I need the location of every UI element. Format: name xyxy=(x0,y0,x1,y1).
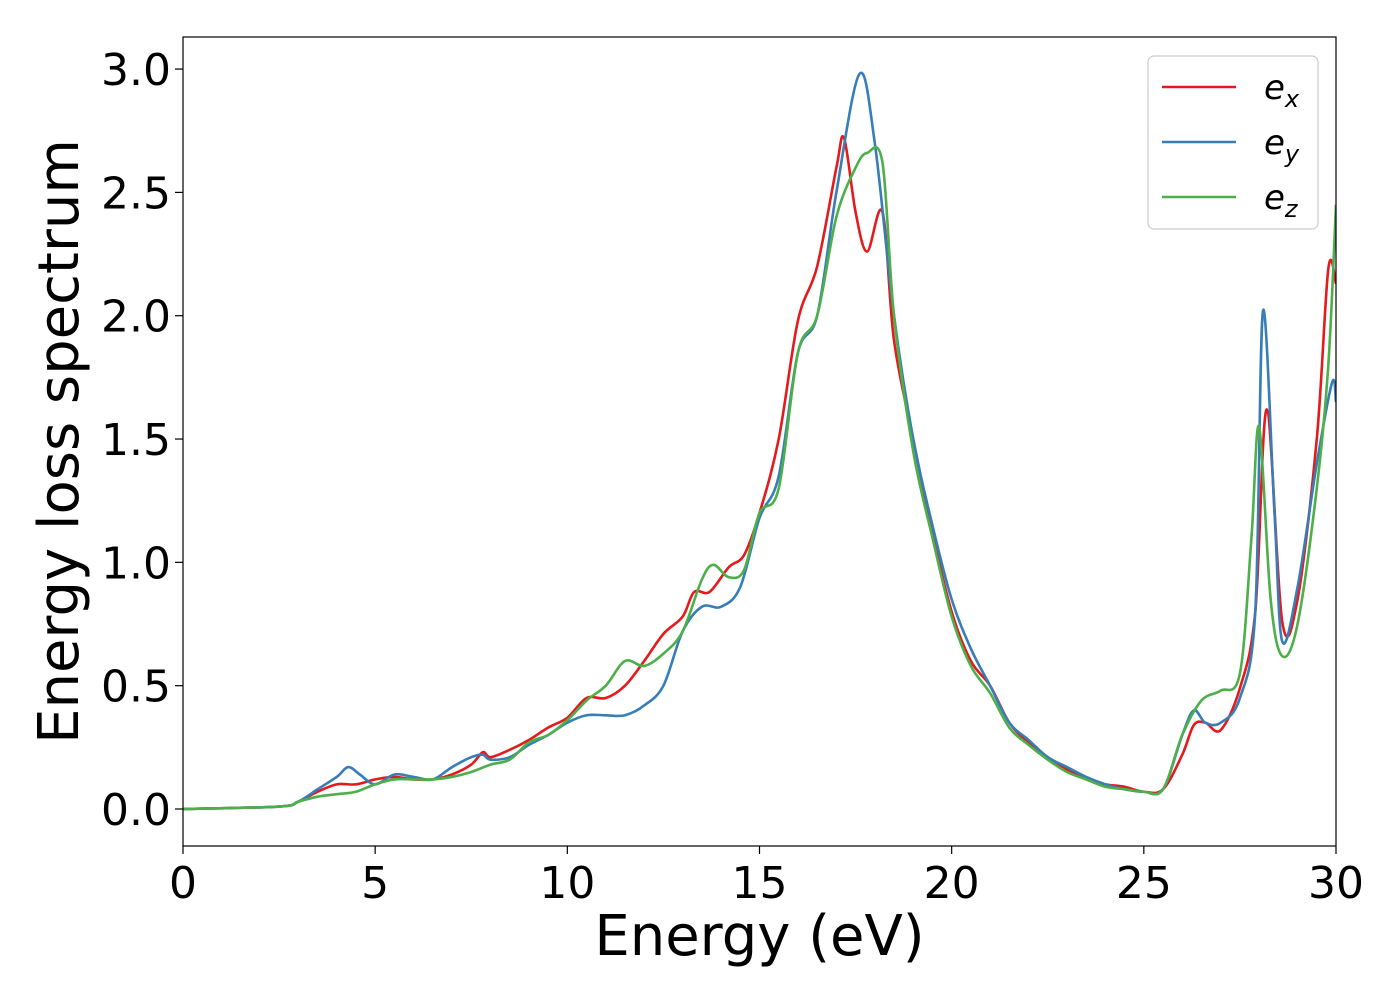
y-tick-label: 3.0 xyxy=(101,45,171,96)
x-tick-label: 30 xyxy=(1308,858,1364,909)
y-tick-label: 1.0 xyxy=(101,538,171,589)
y-tick-label: 0.0 xyxy=(101,785,171,836)
x-tick-label: 0 xyxy=(169,858,197,909)
legend-label-base: e xyxy=(1264,123,1285,163)
y-tick-label: 0.5 xyxy=(101,662,171,713)
y-axis-title: Energy loss spectrum xyxy=(27,139,92,744)
series-line-e-z xyxy=(183,146,1336,811)
legend-label-subscript: z xyxy=(1284,195,1299,223)
y-tick-label: 2.0 xyxy=(101,292,171,343)
x-tick-label: 25 xyxy=(1116,858,1172,909)
y-axis: 0.0 0.5 1.0 1.5 2.0 2.5 3.0 xyxy=(101,45,183,836)
legend-label-base: e xyxy=(1264,68,1285,108)
x-tick-label: 20 xyxy=(924,858,980,909)
legend-label: ey xyxy=(1264,123,1300,168)
x-tick-label: 5 xyxy=(361,858,389,909)
x-tick-label: 10 xyxy=(539,858,595,909)
y-tick-label: 2.5 xyxy=(101,168,171,219)
legend-label-base: e xyxy=(1264,178,1285,218)
legend-label-subscript: y xyxy=(1284,140,1300,168)
legend-label: ez xyxy=(1264,178,1299,223)
plot-area xyxy=(183,71,1336,811)
x-tick-label: 15 xyxy=(732,858,788,909)
x-axis: 0 5 10 15 20 25 30 xyxy=(169,846,1364,909)
x-axis-title: Energy (eV) xyxy=(594,904,924,969)
series-line-e-x xyxy=(183,135,1336,811)
series-line-e-y xyxy=(183,71,1336,811)
legend-label-subscript: x xyxy=(1284,85,1300,113)
legend-label: ex xyxy=(1264,68,1300,113)
y-tick-label: 1.5 xyxy=(101,415,171,466)
